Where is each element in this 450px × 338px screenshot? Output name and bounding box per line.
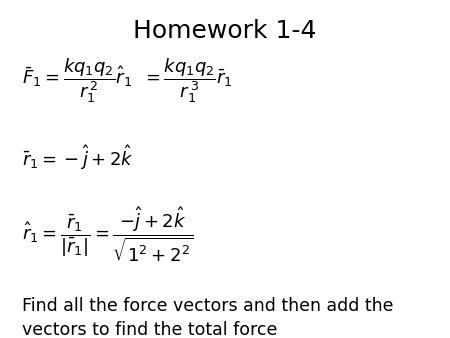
Text: Find all the force vectors and then add the: Find all the force vectors and then add …	[22, 297, 394, 315]
Text: $\bar{F}_1 = \dfrac{kq_1q_2}{r_1^{\,2}}\hat{r}_1 \;\; = \dfrac{kq_1q_2}{r_1^{\,3: $\bar{F}_1 = \dfrac{kq_1q_2}{r_1^{\,2}}\…	[22, 57, 233, 105]
Text: $\hat{r}_1 = \dfrac{\bar{r}_1}{|\bar{r}_1|} = \dfrac{-\hat{j}+2\hat{k}}{\sqrt{1^: $\hat{r}_1 = \dfrac{\bar{r}_1}{|\bar{r}_…	[22, 206, 194, 264]
Text: Homework 1-4: Homework 1-4	[133, 19, 317, 43]
Text: $\bar{r}_1 = -\hat{j}+2\hat{k}$: $\bar{r}_1 = -\hat{j}+2\hat{k}$	[22, 143, 135, 172]
Text: vectors to find the total force: vectors to find the total force	[22, 320, 278, 338]
